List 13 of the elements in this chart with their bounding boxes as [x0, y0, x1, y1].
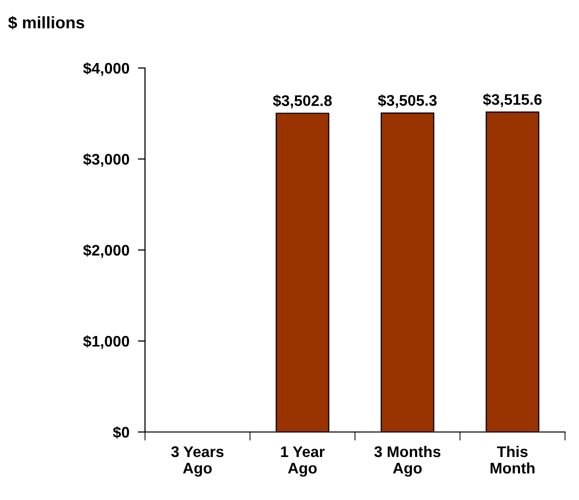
x-tick-label: 3 Years Ago — [171, 446, 224, 477]
x-tick-label: This Month — [490, 446, 534, 474]
data-label: $3,502.8 — [272, 94, 332, 108]
y-tick-label: $2,000 — [83, 244, 130, 258]
x-tick-label: 3 Months Ago — [374, 446, 440, 477]
data-label: $3,515.6 — [482, 93, 542, 108]
y-tick-label: $3,000 — [83, 153, 130, 167]
y-axis-title: $ millions — [8, 16, 84, 30]
y-tick-label: $4,000 — [83, 62, 130, 76]
y-tick-label: $1,000 — [83, 335, 130, 349]
data-label: $3,505.3 — [378, 94, 437, 108]
x-tick-label: 1 Year Ago — [281, 446, 325, 477]
y-tick-label: $0 — [112, 426, 130, 439]
